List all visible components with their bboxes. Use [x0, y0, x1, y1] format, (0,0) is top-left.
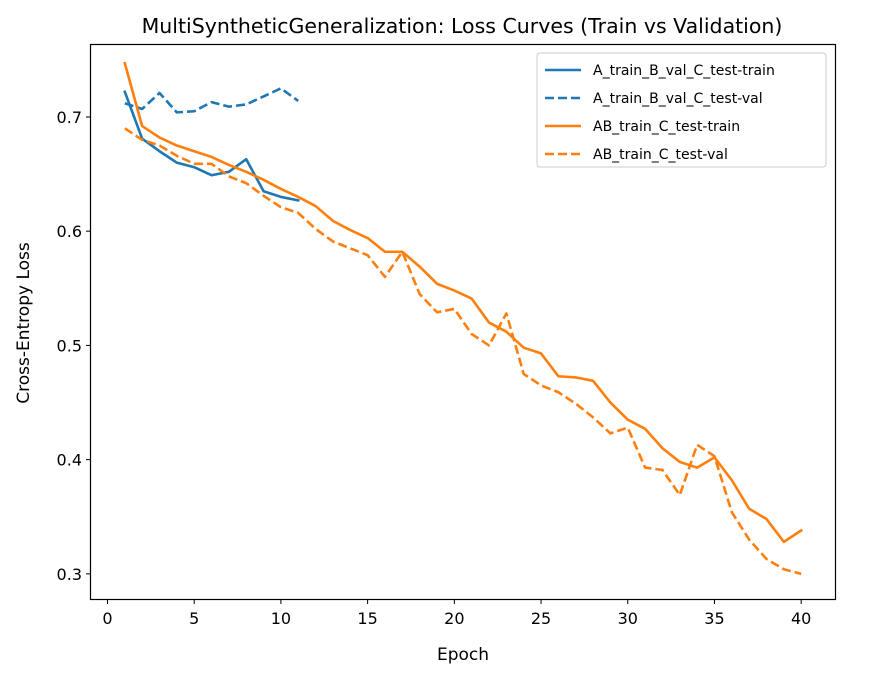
series-line-1: [124, 87, 300, 114]
y-tick-label: 0.6: [57, 222, 82, 241]
x-axis-label: Epoch: [437, 645, 489, 665]
x-tick-label: 35: [704, 609, 724, 628]
y-tick-label: 0.4: [57, 451, 82, 470]
legend-label-3: AB_train_C_test-val: [593, 147, 728, 163]
y-axis-label: Cross-Entropy Loss: [14, 242, 34, 404]
legend-label-0: A_train_B_val_C_test-train: [593, 63, 775, 79]
chart-title: MultiSyntheticGeneralization: Loss Curve…: [142, 14, 783, 38]
plot-lines: [123, 61, 803, 576]
x-tick-label: 15: [357, 609, 377, 628]
x-axis: 0 5 10 15 20 25 30 35 40: [102, 599, 811, 628]
legend: A_train_B_val_C_test-train A_train_B_val_…: [536, 52, 827, 168]
x-tick-label: 0: [102, 609, 112, 628]
x-tick-label: 5: [189, 609, 199, 628]
plot-frame: [89, 43, 837, 601]
x-tick-label: 25: [531, 609, 551, 628]
y-tick-label: 0.5: [57, 336, 82, 355]
x-tick-label: 10: [271, 609, 291, 628]
series-line-2: [123, 61, 803, 544]
legend-box: [536, 52, 827, 168]
legend-label-1: A_train_B_val_C_test-val: [593, 91, 763, 107]
x-tick-label: 20: [444, 609, 464, 628]
y-tick-label: 0.3: [57, 565, 82, 584]
y-tick-label: 0.7: [57, 108, 82, 127]
series-line-0: [123, 90, 300, 202]
legend-label-2: AB_train_C_test-train: [593, 119, 740, 135]
x-tick-label: 40: [791, 609, 811, 628]
x-tick-label: 30: [618, 609, 638, 628]
y-axis: 0.3 0.4 0.5 0.6 0.7: [57, 108, 91, 584]
